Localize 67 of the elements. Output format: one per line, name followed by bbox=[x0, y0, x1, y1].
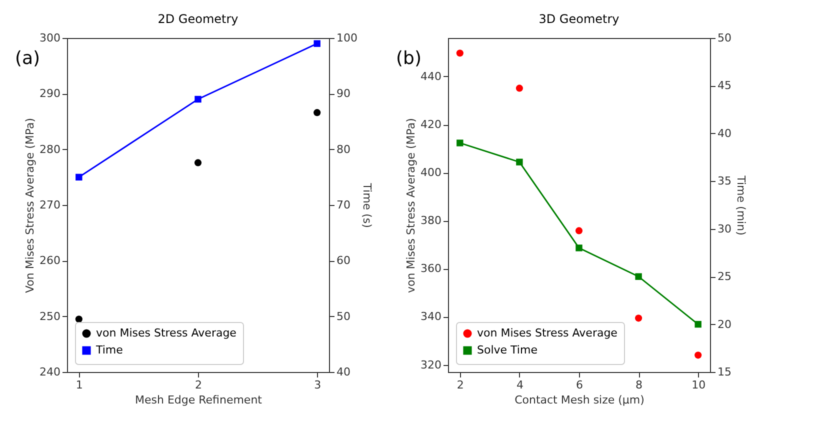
y2-tick-label: 15 bbox=[718, 366, 732, 378]
x-tick-label: 6 bbox=[576, 378, 583, 392]
y-tick-label: 440 bbox=[420, 70, 442, 83]
y2-axis-title: Time (s) bbox=[360, 182, 374, 228]
legend-label: Solve Time bbox=[477, 344, 538, 356]
point bbox=[694, 352, 702, 359]
y2-tick-label: 50 bbox=[718, 32, 732, 44]
y2-tick-label: 40 bbox=[718, 126, 732, 140]
point bbox=[694, 320, 702, 328]
y-tick-label: 290 bbox=[40, 87, 60, 100]
y2-tick-label: 25 bbox=[718, 270, 732, 284]
point bbox=[194, 96, 202, 103]
x-tick-label: 8 bbox=[636, 378, 643, 392]
x-axis-title: Contact Mesh size (µm) bbox=[514, 394, 644, 406]
point bbox=[575, 227, 583, 234]
y2-tick-label: 50 bbox=[336, 310, 350, 323]
point bbox=[76, 174, 82, 181]
point bbox=[456, 50, 464, 57]
y-tick-label: 280 bbox=[40, 142, 60, 156]
chart-title: 2D Geometry bbox=[158, 12, 238, 26]
y-tick-label: 270 bbox=[40, 198, 60, 212]
y2-tick-label: 30 bbox=[718, 222, 732, 236]
y-tick-label: 240 bbox=[40, 366, 60, 378]
x-tick-label: 2 bbox=[456, 378, 464, 392]
legend-label: von Mises Stress Average bbox=[96, 326, 237, 340]
y2-tick-label: 60 bbox=[336, 254, 350, 268]
y2-tick-label: 20 bbox=[718, 318, 732, 331]
point bbox=[314, 109, 321, 116]
point bbox=[516, 84, 523, 92]
y2-tick-label: 45 bbox=[718, 79, 732, 92]
x-tick-label: 4 bbox=[516, 378, 524, 392]
y-axis-title: Von Mises Stress Average (MPa) bbox=[24, 118, 37, 294]
y-tick-label: 360 bbox=[420, 262, 442, 276]
text: (b) bbox=[396, 48, 422, 69]
point bbox=[576, 244, 582, 252]
point bbox=[516, 158, 523, 166]
y2-tick-label: 70 bbox=[336, 198, 350, 212]
point bbox=[194, 159, 202, 166]
y2-tick-label: 90 bbox=[336, 87, 350, 100]
legend-label: von Mises Stress Average bbox=[477, 326, 618, 340]
chart-title: 3D Geometry bbox=[538, 12, 620, 26]
y2-axis-title: Time (min) bbox=[734, 174, 748, 236]
point bbox=[635, 314, 642, 322]
x-tick-label: 2 bbox=[195, 378, 202, 392]
x-tick-label: 10 bbox=[692, 378, 706, 392]
y-tick-label: 300 bbox=[40, 32, 60, 44]
x-axis-title: Mesh Edge Refinement bbox=[135, 394, 263, 406]
point bbox=[456, 140, 464, 146]
y2-tick-label: 35 bbox=[718, 174, 732, 188]
y2-tick-label: 80 bbox=[336, 142, 350, 156]
y2-tick-label: 100 bbox=[336, 32, 358, 44]
y-tick-label: 260 bbox=[40, 254, 60, 268]
point bbox=[635, 273, 642, 280]
y-tick-label: 250 bbox=[40, 310, 60, 323]
y-tick-label: 340 bbox=[420, 310, 442, 324]
y2-tick-label: 40 bbox=[336, 366, 350, 378]
y-tick-label: 320 bbox=[420, 358, 442, 372]
x-tick-label: 3 bbox=[314, 378, 322, 392]
point bbox=[314, 40, 320, 47]
y-axis-title: von Mises Stress Average (MPa) bbox=[404, 118, 418, 293]
y-tick-label: 420 bbox=[420, 118, 442, 132]
legend-label: Time bbox=[95, 344, 124, 356]
point bbox=[75, 316, 82, 323]
text: (a) bbox=[15, 48, 40, 69]
y-tick-label: 380 bbox=[420, 214, 442, 228]
x-tick-label: 1 bbox=[76, 378, 83, 392]
y-tick-label: 400 bbox=[420, 166, 442, 180]
